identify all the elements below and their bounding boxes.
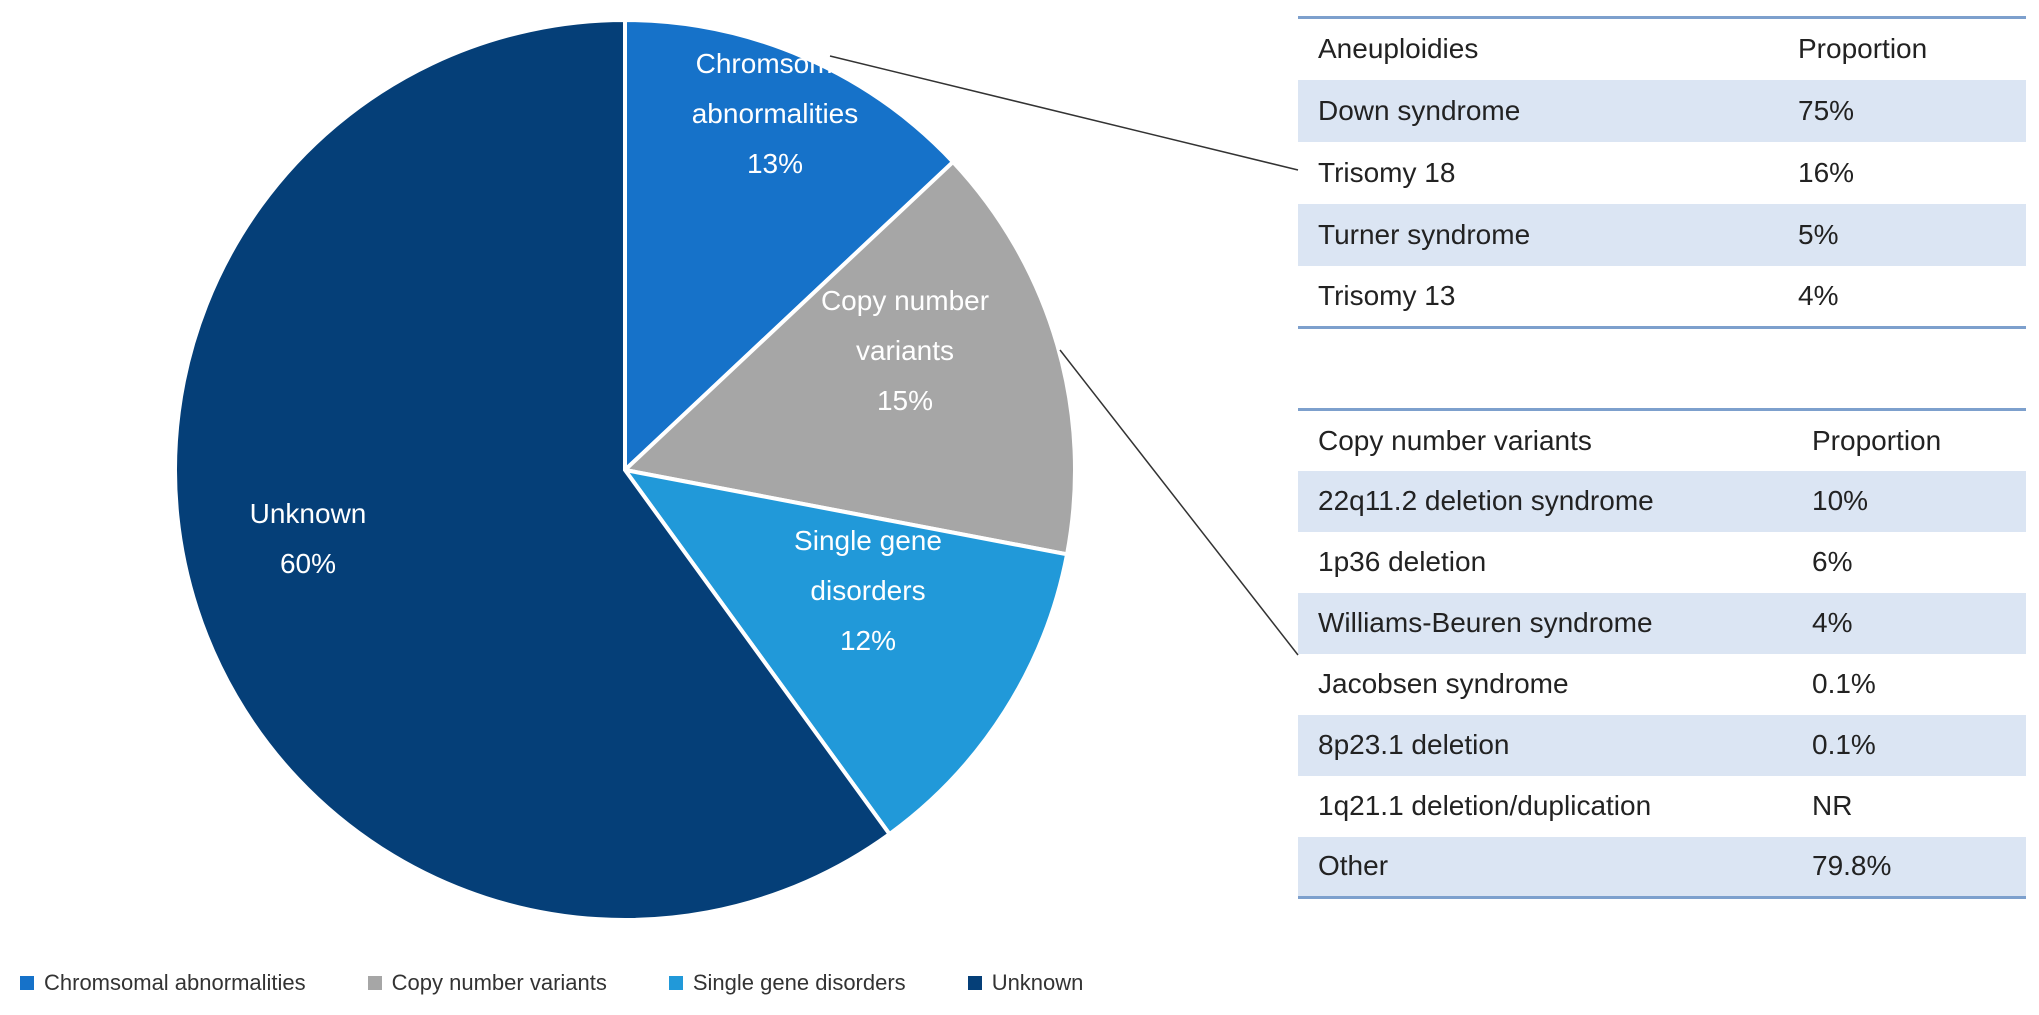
column-header-proportion: Proportion — [1812, 408, 2026, 471]
column-header-aneuploidies: Aneuploidies — [1298, 16, 1798, 80]
table-header-row: Copy number variants Proportion — [1298, 408, 2026, 471]
proportion-cell: NR — [1812, 790, 1853, 821]
legend-item: Single gene disorders — [668, 970, 906, 996]
condition-cell: Other — [1298, 836, 1812, 899]
condition-cell: 22q11.2 deletion syndrome — [1298, 470, 1812, 532]
table-row: Down syndrome 75% — [1298, 79, 2026, 142]
table-row: Jacobsen syndrome 0.1% — [1298, 654, 2026, 715]
proportion-cell: 79.8% — [1812, 836, 2026, 899]
slice-label: Copy number variants 15% — [821, 285, 989, 416]
table-row: 1p36 deletion 6% — [1298, 532, 2026, 593]
proportion-cell: 10% — [1812, 470, 2026, 532]
table-row: Williams-Beuren syndrome 4% — [1298, 592, 2026, 654]
legend-item: Copy number variants — [367, 970, 607, 996]
proportion-cell: 75% — [1798, 79, 2026, 142]
slice-label: Unknown 60% — [250, 498, 367, 579]
pie-slice — [173, 17, 893, 922]
chart-legend: Chromsomal abnormalities Copy number var… — [20, 970, 1083, 996]
proportion-cell: 4% — [1812, 592, 2026, 654]
condition-cell: Trisomy 18 — [1318, 156, 1456, 188]
slice-label-line: Copy number — [821, 285, 989, 316]
table-header-row: Aneuploidies Proportion — [1298, 16, 2026, 80]
slice-label-line: variants — [856, 335, 954, 366]
condition-cell: Down syndrome — [1298, 79, 1798, 142]
proportion-cell: 4% — [1798, 265, 2026, 329]
pie-slice — [620, 467, 1070, 837]
legend-swatch — [668, 976, 683, 990]
condition-cell: Turner syndrome — [1298, 203, 1798, 266]
slice-label: Single gene disorders 12% — [794, 525, 942, 656]
proportion-cell: 6% — [1812, 546, 1853, 577]
slice-label-line: 60% — [280, 548, 336, 579]
callout-line-cnv — [1059, 349, 1299, 656]
aneuploidies-table: Aneuploidies Proportion Down syndrome 75… — [1298, 16, 2026, 329]
slice-label-line: Chromsomal — [696, 48, 855, 79]
condition-cell: 1q21.1 deletion/duplication — [1318, 790, 1652, 821]
slice-label-line: Single gene — [794, 525, 942, 556]
table-row: 1q21.1 deletion/duplication NR — [1298, 776, 2026, 837]
callout-line-aneuploidies — [829, 55, 1299, 171]
legend-label: Chromsomal abnormalities — [44, 970, 306, 995]
legend-label: Unknown — [991, 970, 1084, 995]
legend-label: Single gene disorders — [692, 970, 906, 995]
legend-swatch — [20, 976, 34, 990]
slice-label-line: abnormalities — [692, 98, 859, 129]
slice-label-line: disorders — [810, 575, 925, 606]
proportion-cell: 5% — [1798, 203, 2026, 266]
slice-label: Chromsomal abnormalities 13% — [692, 48, 859, 179]
table-row: Other 79.8% — [1298, 836, 2026, 899]
column-header-copy-number-variants: Copy number variants — [1298, 408, 1812, 471]
copy-number-variants-table: Copy number variants Proportion 22q11.2 … — [1298, 408, 2026, 899]
pie-slice — [623, 17, 956, 475]
proportion-cell: 16% — [1798, 156, 1855, 188]
legend-item: Chromsomal abnormalities — [20, 970, 306, 996]
condition-cell: Trisomy 13 — [1298, 265, 1798, 329]
condition-cell: Jacobsen syndrome — [1318, 668, 1569, 699]
proportion-cell: 0.1% — [1812, 668, 1876, 699]
condition-cell: 8p23.1 deletion — [1298, 714, 1812, 776]
proportion-cell: 0.1% — [1812, 714, 2026, 776]
table-row: Turner syndrome 5% — [1298, 203, 2026, 266]
slice-label-line: 12% — [840, 625, 896, 656]
legend-swatch — [367, 976, 382, 990]
condition-cell: 1p36 deletion — [1318, 546, 1487, 577]
table-row: 8p23.1 deletion 0.1% — [1298, 714, 2026, 776]
slice-label-line: Unknown — [250, 498, 367, 529]
table-row: Trisomy 13 4% — [1298, 265, 2026, 329]
slice-label-line: 13% — [747, 148, 803, 179]
condition-cell: Williams-Beuren syndrome — [1298, 592, 1812, 654]
slice-label-line: 15% — [877, 385, 933, 416]
column-header-proportion: Proportion — [1798, 16, 2026, 80]
table-row: Trisomy 18 16% — [1298, 142, 2026, 204]
table-row: 22q11.2 deletion syndrome 10% — [1298, 470, 2026, 532]
legend-swatch — [967, 976, 982, 990]
legend-label: Copy number variants — [391, 970, 607, 995]
legend-item: Unknown — [967, 970, 1084, 996]
pie-slice — [620, 159, 1077, 557]
